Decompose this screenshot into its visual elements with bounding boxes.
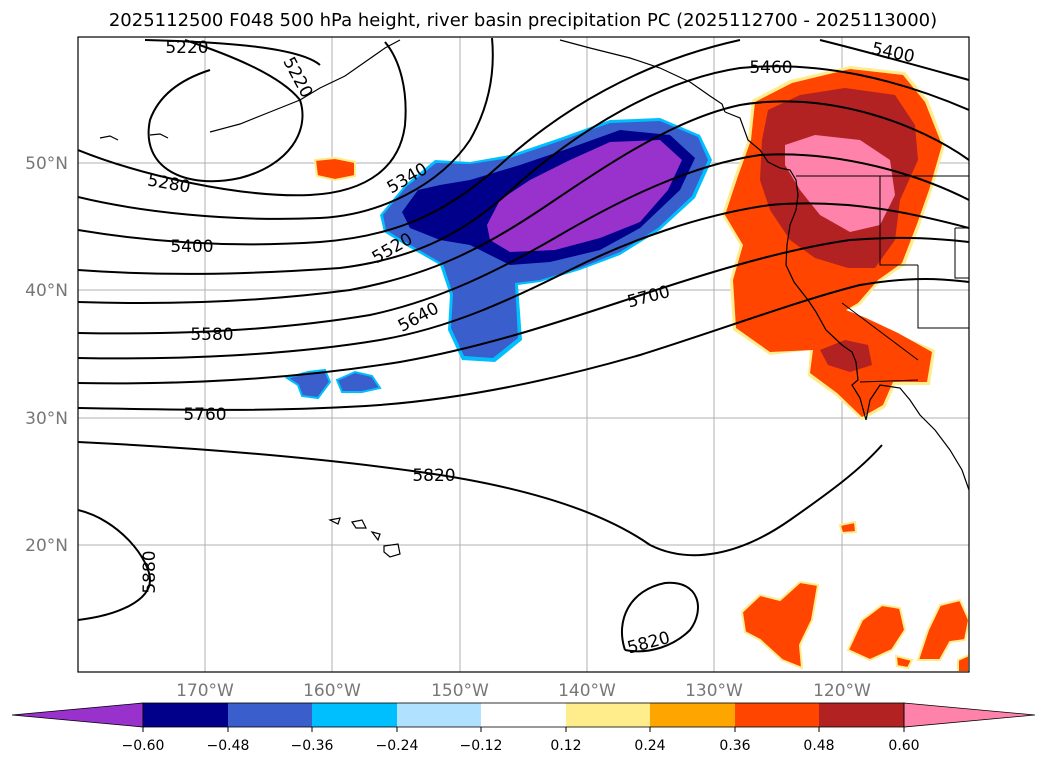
lon-label-150w: 150°W — [431, 681, 489, 701]
lon-label-140w: 140°W — [558, 681, 616, 701]
colorbar-tick-label: −0.36 — [291, 738, 334, 754]
colorbar-segment — [735, 703, 819, 727]
borders — [796, 175, 969, 383]
precip-neg-small-1 — [284, 368, 332, 400]
lat-label-50n: 50°N — [25, 154, 68, 174]
coast-hawaii-3 — [370, 531, 381, 542]
lat-label-20n: 20°N — [25, 536, 68, 556]
contour-5580 — [78, 153, 969, 335]
contour-5220-low — [147, 39, 304, 183]
map-frame — [77, 36, 970, 673]
contour-5520 — [78, 100, 969, 305]
precip-pos-south-5 — [838, 520, 858, 535]
colorbar-segment — [650, 703, 735, 727]
colorbar-tick-label: 0.24 — [634, 738, 665, 754]
colorbar-tick-labels: −0.60 −0.48 −0.36 −0.24 −0.12 0.12 0.24 … — [122, 738, 920, 754]
precip-neg-small-2 — [335, 370, 382, 393]
colorbar-segment — [566, 703, 650, 727]
precip-pos-south-1 — [740, 580, 820, 670]
colorbar-extend-min — [11, 702, 144, 728]
contour-5400 — [78, 39, 741, 246]
lon-label-120w: 120°W — [813, 681, 871, 701]
lat-label-30n: 30°N — [25, 409, 68, 429]
colorbar-tick-label: 0.60 — [888, 738, 919, 754]
contour-label: 5880 — [140, 550, 160, 593]
contour-5700 — [78, 236, 969, 385]
coast-aleutians-3 — [99, 135, 119, 141]
contour-5460 — [78, 65, 969, 275]
border-us-mexico — [859, 379, 919, 383]
precip-pos-south-3 — [916, 598, 969, 661]
contour-5400-ne — [819, 39, 969, 81]
precip-pos-south-2 — [846, 603, 907, 662]
lon-label-130w: 130°W — [685, 681, 743, 701]
contour-5820-main — [78, 441, 883, 557]
colorbar-ticks — [142, 727, 905, 732]
lon-label-160w: 160°W — [303, 681, 361, 701]
coast-baja — [865, 384, 969, 491]
contour-label: 5580 — [190, 325, 233, 345]
colorbar: −0.60 −0.48 −0.36 −0.24 −0.12 0.12 0.24 … — [11, 702, 1036, 754]
contour-label: 5460 — [749, 58, 792, 78]
border-states-1 — [879, 176, 918, 266]
precip-pos-5 — [313, 156, 356, 182]
contour-5820-south — [620, 581, 699, 653]
colorbar-segment — [397, 703, 481, 727]
height-contours — [78, 37, 969, 653]
contour-5280 — [78, 41, 407, 197]
colorbar-segment — [228, 703, 312, 727]
map-title: 2025112500 F048 500 hPa height, river ba… — [109, 10, 937, 31]
coast-hawaii-1 — [328, 517, 341, 525]
colorbar-tick-label: 0.48 — [803, 738, 834, 754]
contour-label: 5220 — [165, 38, 208, 58]
border-states-2 — [917, 265, 969, 329]
colorbar-outline — [142, 702, 905, 728]
lat-label-40n: 40°N — [25, 281, 68, 301]
map-panel: 5220 5220 5400 5460 5280 5340 5400 5520 … — [77, 36, 970, 673]
contour-5760 — [78, 277, 969, 411]
longitude-labels: 170°W 160°W 150°W 140°W 130°W 120°W — [176, 681, 871, 701]
colorbar-extend-max — [903, 702, 1036, 728]
lon-label-170w: 170°W — [176, 681, 234, 701]
negative-precip-region — [284, 118, 712, 400]
colorbar-tick-label: −0.60 — [122, 738, 165, 754]
contour-5880 — [78, 509, 152, 621]
precip-pos-4 — [820, 340, 872, 372]
colorbar-segment — [819, 703, 904, 727]
colorbar-segment — [143, 703, 228, 727]
contour-label: 5820 — [412, 466, 455, 486]
coast-west-north-america — [724, 111, 867, 421]
coast-hawaii-4 — [383, 543, 401, 558]
coast-alaska — [559, 39, 726, 113]
colorbar-tick-label: −0.12 — [460, 738, 503, 754]
precip-pos-south-6 — [894, 654, 914, 670]
contour-5340 — [78, 37, 494, 220]
coast-hawaii-2 — [351, 519, 367, 529]
precip-pos-south-4 — [957, 653, 969, 672]
colorbar-tick-label: 0.12 — [550, 738, 581, 754]
coast-aleutians-1 — [209, 39, 401, 133]
contour-label: 5760 — [183, 405, 226, 425]
contour-5220-north — [144, 39, 321, 66]
coast-aleutians-2 — [149, 133, 169, 139]
contour-label: 5400 — [170, 237, 213, 257]
precip-neg-3 — [487, 140, 682, 252]
latitude-labels: 50°N 40°N 30°N 20°N — [25, 154, 68, 556]
contour-5640 — [78, 202, 969, 360]
border-states-3 — [841, 302, 919, 361]
colorbar-segment — [481, 703, 566, 727]
colorbar-tick-label: −0.24 — [376, 738, 419, 754]
coastlines — [99, 39, 969, 558]
colorbar-segment — [312, 703, 397, 727]
colorbar-tick-label: −0.48 — [207, 738, 250, 754]
colorbar-tick-label: 0.36 — [719, 738, 750, 754]
